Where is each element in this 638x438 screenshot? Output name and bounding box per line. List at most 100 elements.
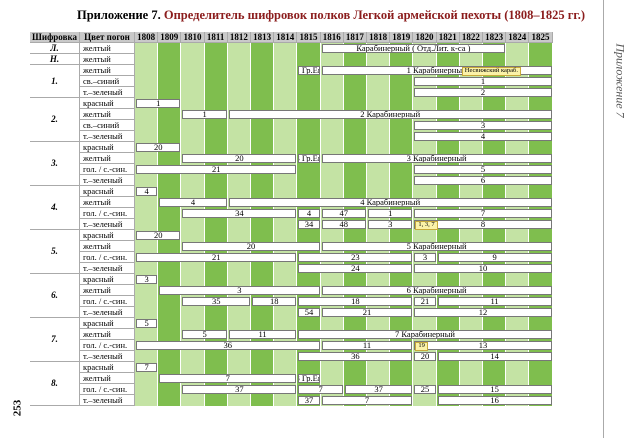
epaulette-color: желтый: [80, 329, 135, 340]
regiment-bar: 11: [228, 330, 297, 339]
regiment-bar: 10: [414, 264, 552, 273]
group-label: 7.: [30, 318, 80, 362]
regiment-bar: 7: [136, 363, 158, 372]
regiment-bar: 37: [344, 385, 413, 394]
year-column-bg: [274, 43, 298, 406]
year-column-bg: [181, 43, 205, 406]
group-label: 4.: [30, 186, 80, 230]
epaulette-color: желтый: [80, 197, 135, 208]
header-year: 1812: [227, 32, 251, 43]
page-sidebar: [603, 0, 638, 438]
regiment-bar: 1: [182, 110, 227, 119]
epaulette-color: св.–синий: [80, 120, 135, 131]
regiment-bar: 6: [414, 176, 552, 185]
regiment-bar: 4: [136, 187, 158, 196]
regiment-bar: 16: [437, 396, 552, 405]
regiment-bar: 8: [414, 220, 552, 229]
regiment-bar: 4: [159, 198, 227, 207]
regiment-bar: 20: [182, 242, 320, 251]
epaulette-color: т.–зеленый: [80, 351, 135, 362]
header-year: 1823: [483, 32, 507, 43]
epaulette-color: красный: [80, 186, 135, 197]
epaulette-color: желтый: [80, 43, 135, 54]
epaulette-color: т.–зеленый: [80, 307, 135, 318]
header-year: 1814: [274, 32, 298, 43]
regiment-bar: 1 Гр.Ег.: [298, 66, 320, 75]
header-year: 1825: [529, 32, 553, 43]
regiment-bar: 20: [182, 154, 297, 163]
epaulette-color: т.–зеленый: [80, 87, 135, 98]
header-code: Шифровка: [30, 32, 80, 43]
regiment-bar: 54: [298, 308, 320, 317]
epaulette-color: желтый: [80, 109, 135, 120]
regiment-bar: 2: [414, 88, 552, 97]
regiment-bar: 1 Карабинерный: [321, 66, 552, 75]
epaulette-color: т.–зеленый: [80, 219, 135, 230]
regiment-bar: 20: [136, 231, 181, 240]
regiment-bar: 5: [182, 330, 227, 339]
regiment-bar: 15: [437, 385, 552, 394]
regiment-bar: 37: [182, 385, 297, 394]
epaulette-color: т.–зеленый: [80, 131, 135, 142]
epaulette-color: гол. / с.-син.: [80, 208, 135, 219]
header-color: Цвет погон: [80, 32, 135, 43]
header-year: 1820: [413, 32, 437, 43]
regiment-bar: 7: [321, 396, 413, 405]
epaulette-color: желтый: [80, 285, 135, 296]
epaulette-color: т.–зеленый: [80, 263, 135, 274]
regiment-bar: 36: [298, 352, 413, 361]
group-label: 6.: [30, 274, 80, 318]
year-column-bg: [204, 43, 228, 406]
regiment-bar: 37: [298, 396, 320, 405]
title-prefix: Приложение 7.: [77, 8, 161, 22]
regiment-bar: 7: [414, 209, 552, 218]
epaulette-color: т.–зеленый: [80, 395, 135, 406]
group-label: 5.: [30, 230, 80, 274]
epaulette-color: красный: [80, 318, 135, 329]
regiment-bar: 47: [321, 209, 366, 218]
epaulette-color: гол. / с.-син.: [80, 340, 135, 351]
group-label: 1.: [30, 65, 80, 98]
regiment-bar: 20: [414, 352, 436, 361]
regiment-bar: 3: [136, 275, 158, 284]
regiment-bar: 6 Карабинерный: [321, 286, 552, 295]
sticky-note: 19: [415, 342, 428, 351]
side-running-title: Приложение 7: [614, 42, 629, 118]
header-year: 1816: [320, 32, 344, 43]
regiment-bar: 5: [414, 165, 552, 174]
regiment-bar: 18: [298, 297, 413, 306]
epaulette-color: гол. / с.-син.: [80, 164, 135, 175]
regiment-bar: 3: [414, 253, 436, 262]
regiment-bar: 4: [298, 209, 320, 218]
group-label: Л.: [30, 43, 80, 54]
regiment-bar: 48: [321, 220, 366, 229]
epaulette-color: желтый: [80, 54, 135, 65]
regiment-bar: 23: [298, 253, 413, 262]
regiment-bar: 7 Карабинерный: [298, 330, 552, 339]
header-year: 1811: [204, 32, 228, 43]
sticky-note: 1, 3, 7: [415, 221, 438, 230]
regiment-bar: 4 Карабинерный: [228, 198, 552, 207]
regiment-bar: 12: [414, 308, 552, 317]
regiment-bar: 3 Карабинерный: [321, 154, 552, 163]
regiment-bar: 13: [414, 341, 552, 350]
regiment-bar: 4: [414, 132, 552, 141]
header-year: 1818: [367, 32, 391, 43]
regiment-bar: 20: [136, 143, 181, 152]
regiment-bar: 34: [182, 209, 297, 218]
regiment-bar: 7: [298, 385, 343, 394]
regiment-bar: 18: [252, 297, 297, 306]
epaulette-color: гол. / с.-син.: [80, 384, 135, 395]
year-column-bg: [227, 43, 251, 406]
regiment-bar: 1: [368, 209, 413, 218]
regiment-bar: 25: [414, 385, 436, 394]
year-column-bg: [135, 43, 159, 406]
sticky-note: Несвижский караб.: [461, 67, 521, 76]
regiment-bar: 9: [437, 253, 552, 262]
epaulette-color: красный: [80, 230, 135, 241]
page-number: 253: [11, 399, 23, 417]
regiment-bar: 5: [136, 319, 158, 328]
header-year: 1813: [251, 32, 275, 43]
regiment-bar: 1: [136, 99, 181, 108]
cipher-table: Шифровка Цвет погон 1808 1809 1810 1811 1812 18…: [30, 32, 602, 434]
